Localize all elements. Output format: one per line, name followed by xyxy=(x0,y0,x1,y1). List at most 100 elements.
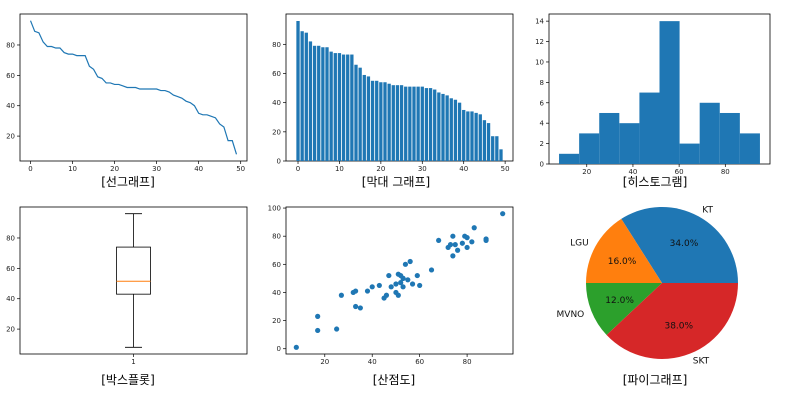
bar xyxy=(379,82,383,161)
line-x-tick-label: 40 xyxy=(194,165,203,173)
bar-y-tick-label: 80 xyxy=(272,41,281,49)
scatter-y-tick-label: 20 xyxy=(272,317,281,325)
line-y-tick-label: 60 xyxy=(6,72,15,80)
bar xyxy=(462,109,466,161)
bar xyxy=(437,92,441,161)
line-chart-frame xyxy=(19,13,248,162)
pie-chart: 34.0% KT 16.0% LGU 12.0% MVNO 38.0% SKT xyxy=(557,206,738,367)
bar xyxy=(412,86,416,162)
line-x-tick-label: 50 xyxy=(236,165,245,173)
box-x-tick-label: 1 xyxy=(131,358,135,366)
scatter-point xyxy=(369,284,375,290)
histogram-bar xyxy=(639,92,660,164)
scatter-y-tick-label: 40 xyxy=(272,289,281,297)
histogram-bar xyxy=(619,123,640,164)
bar-chart-caption: [막대 그래프] xyxy=(362,175,430,189)
bar-y-tick-label: 20 xyxy=(272,128,281,136)
scatter-point xyxy=(450,233,456,239)
bar-x-tick-label: 0 xyxy=(296,165,300,173)
scatter-frame xyxy=(285,206,514,355)
scatter-point xyxy=(364,288,371,294)
line-x-tick-label: 30 xyxy=(152,165,161,173)
scatter-point xyxy=(395,292,401,298)
scatter-point xyxy=(353,288,359,294)
pie-percent-label: 38.0% xyxy=(664,321,693,331)
bar-y-tick-label: 0 xyxy=(277,158,281,166)
scatter-point xyxy=(376,282,382,289)
pie-slice-label: SKT xyxy=(693,357,710,367)
scatter-point xyxy=(388,284,394,290)
bar xyxy=(341,54,346,161)
bar xyxy=(416,86,420,162)
box-y-tick-label: 60 xyxy=(6,265,15,273)
bar xyxy=(333,53,337,161)
line-y-tick-label: 40 xyxy=(6,102,15,110)
scatter-point xyxy=(405,277,411,283)
scatter-point xyxy=(393,281,399,287)
box-y-tick-label: 20 xyxy=(6,326,15,334)
hist-y-tick-label: 6 xyxy=(540,99,545,107)
bar xyxy=(366,76,371,161)
histogram-bar xyxy=(659,21,680,164)
bar xyxy=(399,85,404,161)
scatter-x-tick-label: 60 xyxy=(415,358,424,366)
hist-x-tick-label: 60 xyxy=(675,168,684,176)
scatter-point xyxy=(447,242,454,248)
bar xyxy=(325,47,329,161)
bar-y-tick-label: 60 xyxy=(272,70,281,78)
bar xyxy=(449,98,453,161)
pie-slice-label: LGU xyxy=(570,239,589,249)
bar-chart-frame xyxy=(285,13,514,162)
scatter-point xyxy=(471,225,477,231)
scatter-point xyxy=(400,284,406,290)
bar xyxy=(304,32,308,161)
bar xyxy=(395,85,400,161)
bar xyxy=(420,86,424,162)
bar xyxy=(495,136,499,161)
box-y-tick-label: 80 xyxy=(6,234,15,242)
box-iqr xyxy=(116,246,151,295)
pie-percent-label: 16.0% xyxy=(608,257,637,267)
hist-y-tick-label: 2 xyxy=(540,140,544,148)
scatter-point xyxy=(398,280,404,286)
bar-x-tick-label: 40 xyxy=(459,165,468,173)
bar xyxy=(424,88,429,161)
histogram-caption: [히스토그램] xyxy=(623,175,688,189)
line-x-tick-label: 10 xyxy=(68,165,77,173)
hist-x-tick-label: 20 xyxy=(582,168,591,176)
hist-y-tick-label: 12 xyxy=(535,38,544,46)
bar xyxy=(329,51,333,162)
scatter-y-tick-label: 0 xyxy=(277,345,281,353)
hist-x-tick-label: 80 xyxy=(721,168,730,176)
bar xyxy=(308,41,313,161)
bar xyxy=(321,47,325,161)
bar xyxy=(474,112,478,162)
hist-y-tick-label: 4 xyxy=(540,120,545,128)
bar xyxy=(441,93,445,161)
pie-percent-label: 34.0% xyxy=(670,239,699,249)
bar-x-tick-label: 50 xyxy=(501,165,510,173)
scatter-x-tick-label: 40 xyxy=(368,358,377,366)
hist-y-tick-label: 10 xyxy=(535,58,544,66)
bar xyxy=(296,21,300,161)
bar xyxy=(408,86,412,162)
bar-chart: 0 10 20 30 40 50 0 20 40 60 80 xyxy=(272,21,510,173)
pie-slice-mvno xyxy=(586,283,662,336)
scatter-caption: [산점도] xyxy=(373,373,415,387)
bar-x-tick-label: 10 xyxy=(335,165,344,173)
bar xyxy=(428,88,433,161)
bar xyxy=(391,85,395,161)
histogram-bar xyxy=(579,133,600,164)
scatter-point xyxy=(428,267,435,273)
bar-y-tick-label: 40 xyxy=(272,99,281,107)
scatter-point xyxy=(414,272,420,279)
bar xyxy=(466,111,470,161)
scatter-y-tick-label: 80 xyxy=(272,233,281,241)
bar xyxy=(404,86,408,162)
line-y-tick-label: 20 xyxy=(6,133,15,141)
scatter-point xyxy=(315,313,321,319)
bar xyxy=(470,111,474,161)
line-chart-caption: [선그래프] xyxy=(101,175,155,189)
scatter-point xyxy=(483,237,489,244)
